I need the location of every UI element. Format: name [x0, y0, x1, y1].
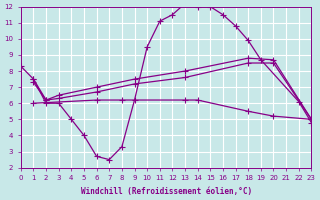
X-axis label: Windchill (Refroidissement éolien,°C): Windchill (Refroidissement éolien,°C)	[81, 187, 252, 196]
